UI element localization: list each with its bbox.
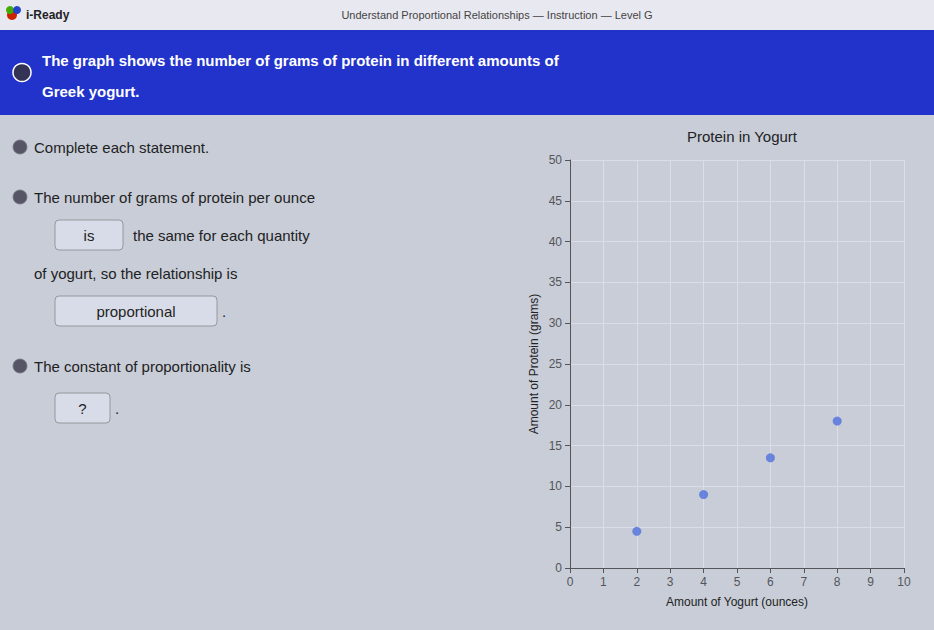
- svg-text:4: 4: [700, 575, 707, 589]
- svg-text:The constant of proportionalit: The constant of proportionality is: [34, 358, 251, 375]
- svg-text:3: 3: [667, 575, 674, 589]
- svg-text:of yogurt, so the relationship: of yogurt, so the relationship is: [34, 265, 237, 282]
- svg-text:proportional: proportional: [96, 303, 175, 320]
- svg-text:5: 5: [555, 520, 562, 534]
- svg-text:Understand Proportional Relati: Understand Proportional Relationships — …: [341, 9, 652, 21]
- svg-text:9: 9: [867, 575, 874, 589]
- svg-text:10: 10: [897, 575, 911, 589]
- svg-text:i-Ready: i-Ready: [26, 8, 70, 22]
- svg-text:10: 10: [549, 479, 563, 493]
- svg-text:0: 0: [567, 575, 574, 589]
- svg-text:5: 5: [734, 575, 741, 589]
- svg-text:Greek yogurt.: Greek yogurt.: [42, 83, 140, 100]
- svg-text:8: 8: [834, 575, 841, 589]
- svg-text:50: 50: [549, 153, 563, 167]
- svg-text:30: 30: [549, 316, 563, 330]
- svg-text:.: .: [115, 400, 119, 417]
- svg-text:20: 20: [549, 398, 563, 412]
- svg-text:45: 45: [549, 194, 563, 208]
- svg-text:40: 40: [549, 235, 563, 249]
- svg-text:The number of grams of protein: The number of grams of protein per ounce: [34, 189, 315, 206]
- svg-text:is: is: [84, 227, 95, 244]
- svg-text:35: 35: [549, 275, 563, 289]
- svg-text:the same for each quantity: the same for each quantity: [133, 227, 310, 244]
- svg-text:15: 15: [549, 439, 563, 453]
- svg-text:Complete each statement.: Complete each statement.: [34, 139, 209, 156]
- svg-text:The graph shows the number of: The graph shows the number of grams of p…: [42, 52, 560, 69]
- svg-text:2: 2: [633, 575, 640, 589]
- svg-text:.: .: [222, 303, 226, 320]
- svg-text:7: 7: [800, 575, 807, 589]
- svg-text:Amount of Yogurt (ounces): Amount of Yogurt (ounces): [666, 595, 808, 609]
- svg-text:Protein in Yogurt: Protein in Yogurt: [687, 128, 798, 145]
- svg-text:6: 6: [767, 575, 774, 589]
- svg-text:?: ?: [78, 400, 86, 417]
- svg-text:0: 0: [555, 561, 562, 575]
- svg-text:25: 25: [549, 357, 563, 371]
- svg-text:Amount of Protein (grams): Amount of Protein (grams): [527, 294, 541, 435]
- svg-text:1: 1: [600, 575, 607, 589]
